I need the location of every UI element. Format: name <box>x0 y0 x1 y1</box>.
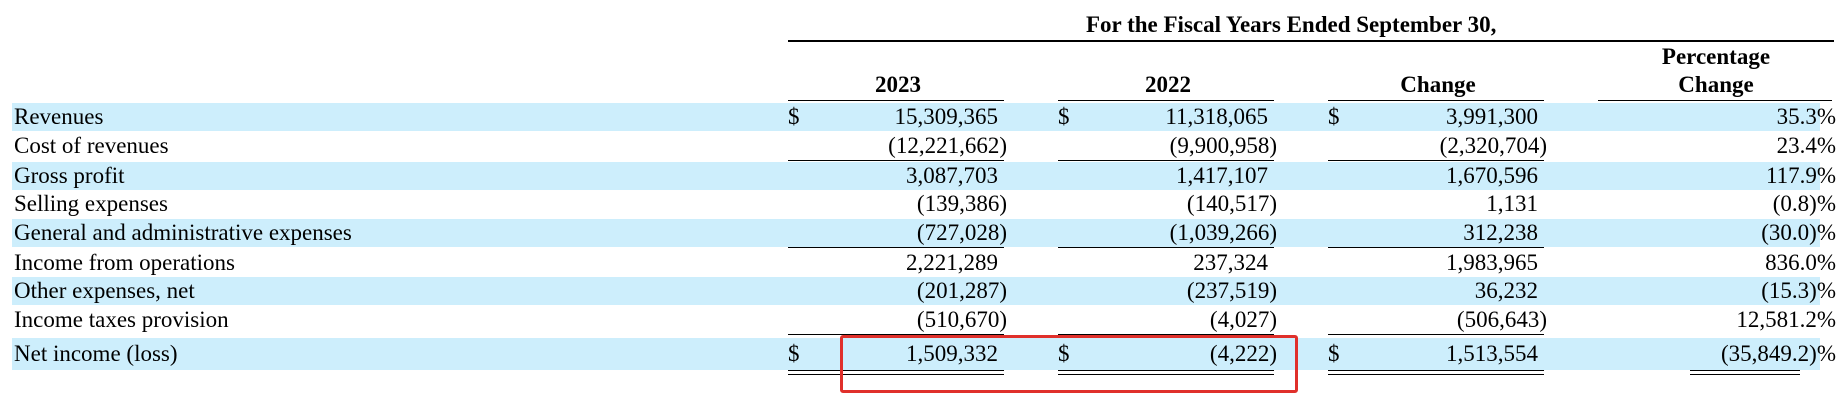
header-underline-2023 <box>788 100 1004 101</box>
currency-symbol: $ <box>788 104 800 129</box>
highlight-box-annotation <box>840 335 1298 393</box>
value-2023: (12,221,662) <box>888 133 1007 158</box>
subtotal-line-2022 <box>1058 160 1274 161</box>
value-pct: 836.0% <box>1765 250 1836 275</box>
column-header-percentage-line2: Change <box>1678 72 1754 97</box>
currency-symbol: $ <box>1328 341 1340 366</box>
column-header-change: Change <box>1400 72 1476 97</box>
value-2022: (237,519) <box>1186 278 1277 303</box>
value-pct: (15.3)% <box>1761 278 1836 303</box>
value-change: 3,991,300 <box>1446 104 1538 129</box>
value-2022: 11,318,065 <box>1165 104 1268 129</box>
value-2023: (510,670) <box>916 307 1007 332</box>
value-change: 312,238 <box>1463 220 1538 245</box>
value-2023: 3,087,703 <box>906 163 998 188</box>
value-2023: 1,509,332 <box>906 341 998 366</box>
value-pct: 12,581.2% <box>1736 307 1836 332</box>
value-change: 36,232 <box>1474 278 1538 303</box>
value-pct: 117.9% <box>1765 163 1836 188</box>
value-2022: 1,417,107 <box>1176 163 1268 188</box>
table-row-selling-expenses: Selling expenses (139,386) (140,517) 1,1… <box>12 190 1836 218</box>
value-change: 1,983,965 <box>1446 250 1538 275</box>
table-row-gross-profit: Gross profit 3,087,703 1,417,107 1,670,5… <box>12 162 1836 190</box>
subtotal-line-change <box>1328 334 1544 335</box>
header-rule <box>788 40 1834 42</box>
header-underline-pct <box>1598 100 1832 101</box>
row-label: Income taxes provision <box>14 307 229 332</box>
table-row-net-income: Net income (loss) $ 1,509,332 $ (4,222) … <box>12 338 1836 370</box>
value-change: (506,643) <box>1456 307 1547 332</box>
total-double-line-change <box>1328 370 1544 375</box>
value-2023: (727,028) <box>916 220 1007 245</box>
value-2022: (9,900,958) <box>1169 133 1277 158</box>
row-label: Income from operations <box>14 250 235 275</box>
currency-symbol: $ <box>788 341 800 366</box>
subtotal-line-change <box>1328 247 1544 248</box>
value-pct: 35.3% <box>1776 104 1836 129</box>
value-pct: 23.4% <box>1776 133 1836 158</box>
value-2022: (140,517) <box>1186 191 1277 216</box>
value-change: 1,131 <box>1486 191 1538 216</box>
currency-symbol: $ <box>1328 104 1340 129</box>
value-change: 1,670,596 <box>1446 163 1538 188</box>
table-row-other-expenses: Other expenses, net (201,287) (237,519) … <box>12 277 1836 305</box>
value-2023: (139,386) <box>916 191 1007 216</box>
table-row-general-admin-expenses: General and administrative expenses (727… <box>12 219 1836 247</box>
value-2022: (1,039,266) <box>1169 220 1277 245</box>
value-2023: (201,287) <box>916 278 1007 303</box>
subtotal-line-2023 <box>788 334 1004 335</box>
header-underline-change <box>1328 100 1544 101</box>
row-label: Gross profit <box>14 163 125 188</box>
row-label: Revenues <box>14 104 104 129</box>
subtotal-line-2023 <box>788 247 1004 248</box>
row-label: General and administrative expenses <box>14 220 352 245</box>
column-header-2023: 2023 <box>875 72 921 97</box>
currency-symbol: $ <box>1058 341 1070 366</box>
value-2023: 2,221,289 <box>906 250 998 275</box>
row-label: Selling expenses <box>14 191 168 216</box>
value-change: 1,513,554 <box>1446 341 1538 366</box>
value-2022: (4,027) <box>1209 307 1277 332</box>
value-pct: (30.0)% <box>1761 220 1836 245</box>
header-underline-2022 <box>1058 100 1274 101</box>
total-double-line-2023 <box>788 370 1004 375</box>
table-row-revenues: Revenues $ 15,309,365 $ 11,318,065 $ 3,9… <box>12 103 1836 131</box>
table-row-cost-of-revenues: Cost of revenues (12,221,662) (9,900,958… <box>12 132 1836 160</box>
row-label: Cost of revenues <box>14 133 169 158</box>
subtotal-line-2022 <box>1058 334 1274 335</box>
row-label: Other expenses, net <box>14 278 195 303</box>
table-row-income-from-operations: Income from operations 2,221,289 237,324… <box>12 249 1836 277</box>
value-2022: 237,324 <box>1193 250 1268 275</box>
value-change: (2,320,704) <box>1439 133 1547 158</box>
subtotal-line-2023 <box>788 160 1004 161</box>
row-label: Net income (loss) <box>14 341 178 366</box>
total-double-line-pct <box>1690 370 1800 375</box>
column-header-2022: 2022 <box>1145 72 1191 97</box>
value-2022: (4,222) <box>1209 341 1277 366</box>
table-row-income-taxes: Income taxes provision (510,670) (4,027)… <box>12 306 1836 334</box>
total-double-line-2022 <box>1058 370 1274 375</box>
table-header-title: For the Fiscal Years Ended September 30, <box>1086 12 1497 37</box>
currency-symbol: $ <box>1058 104 1070 129</box>
value-pct: (0.8)% <box>1772 191 1836 216</box>
subtotal-line-2022 <box>1058 247 1274 248</box>
value-2023: 15,309,365 <box>894 104 999 129</box>
subtotal-line-change <box>1328 160 1544 161</box>
column-header-percentage-line1: Percentage <box>1661 44 1771 69</box>
value-pct: (35,849.2)% <box>1721 341 1836 366</box>
